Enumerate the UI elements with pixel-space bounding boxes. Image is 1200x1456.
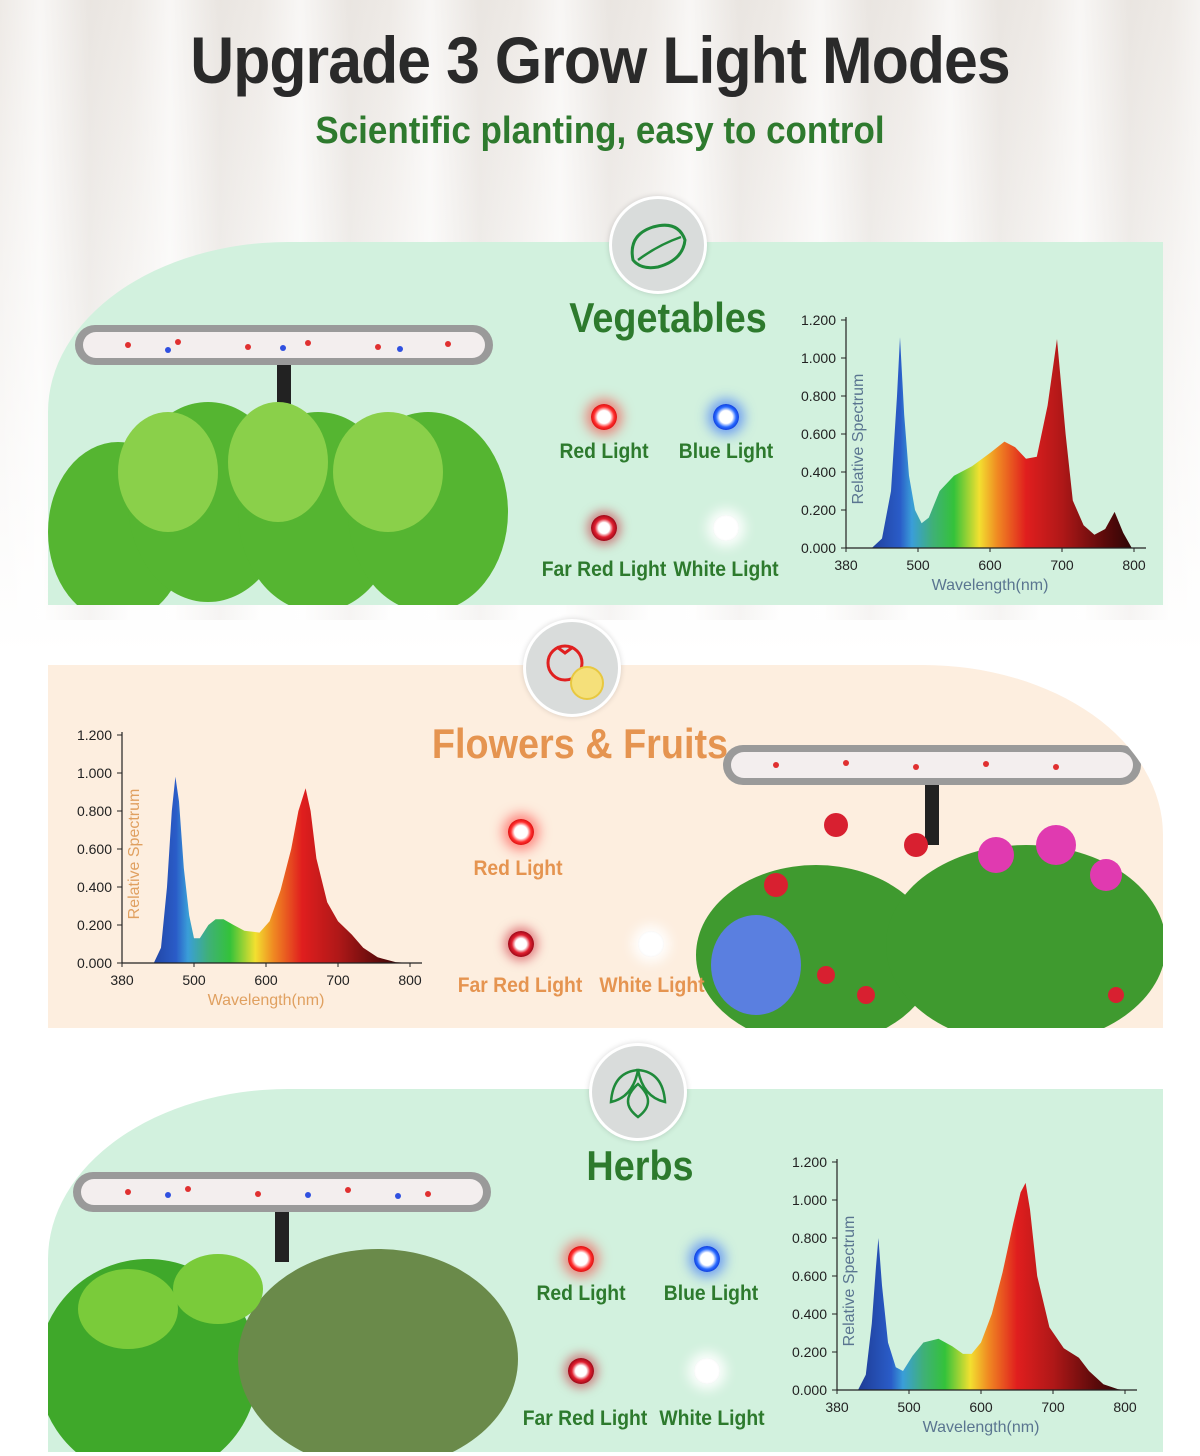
red-light-icon — [508, 819, 534, 845]
herbs-panel — [48, 1089, 1163, 1452]
x-tick-label: 380 — [825, 1399, 849, 1415]
red-light-label: Red Light — [536, 1282, 626, 1305]
x-tick-label: 600 — [254, 972, 278, 988]
y-tick-label: 0.600 — [801, 426, 836, 442]
tomato-flower-icon-badge — [523, 619, 621, 717]
y-tick-label: 1.000 — [792, 1192, 827, 1208]
x-axis-label: Wavelength(nm) — [932, 577, 1049, 594]
y-tick-label: 0.200 — [792, 1344, 827, 1360]
x-tick-label: 700 — [326, 972, 350, 988]
blue-light-icon — [694, 1246, 720, 1272]
x-tick-label: 380 — [110, 972, 134, 988]
vegetables-spectrum-chart: 0.000 0.200 0.400 0.600 0.800 1.000 1.200 380 50… — [801, 312, 1146, 594]
page-subtitle: Scientific planting, easy to control — [315, 110, 885, 152]
x-tick-label: 700 — [1041, 1399, 1065, 1415]
x-axis-label: Wavelength(nm) — [208, 992, 325, 1009]
x-tick-label: 500 — [182, 972, 206, 988]
white-light-icon — [638, 931, 664, 957]
x-tick-label: 500 — [897, 1399, 921, 1415]
far-red-light-label: Far Red Light — [541, 558, 667, 581]
x-tick-label: 600 — [978, 557, 1002, 573]
y-tick-label: 0.800 — [801, 388, 836, 404]
white-light-icon — [713, 515, 739, 541]
herbs-grow-light-image — [48, 1172, 518, 1452]
y-axis-label: Relative Spectrum — [126, 789, 143, 920]
x-tick-label: 500 — [906, 557, 930, 573]
y-tick-label: 1.200 — [792, 1154, 827, 1170]
y-axis-label: Relative Spectrum — [850, 374, 867, 505]
flowers-fruits-spectrum-chart: 0.000 0.200 0.400 0.600 0.800 1.000 1.200 380 50… — [77, 727, 422, 1009]
white-light-label: White Light — [673, 558, 779, 581]
section-title-vegetables: Vegetables — [569, 294, 767, 341]
red-light-icon — [591, 404, 617, 430]
blue-light-icon — [713, 404, 739, 430]
y-tick-label: 0.400 — [801, 464, 836, 480]
white-light-label: White Light — [599, 974, 705, 997]
x-tick-label: 380 — [834, 557, 858, 573]
x-tick-label: 700 — [1050, 557, 1074, 573]
y-tick-label: 0.600 — [77, 841, 112, 857]
section-title-herbs: Herbs — [586, 1142, 694, 1189]
y-tick-label: 0.400 — [77, 879, 112, 895]
blue-light-label: Blue Light — [663, 1282, 759, 1305]
x-tick-label: 800 — [1113, 1399, 1137, 1415]
far-red-light-label: Far Red Light — [522, 1407, 648, 1430]
y-tick-label: 1.000 — [801, 350, 836, 366]
herbs-spectrum-chart: 0.000 0.200 0.400 0.600 0.800 1.000 1.200 380 50… — [792, 1154, 1137, 1436]
flowers-grow-light-image — [696, 745, 1163, 1028]
x-tick-label: 800 — [398, 972, 422, 988]
y-tick-label: 0.800 — [792, 1230, 827, 1246]
spectrum-area — [153, 776, 411, 963]
y-tick-label: 0.400 — [792, 1306, 827, 1322]
section-title-flowers-fruits: Flowers & Fruits — [431, 720, 729, 767]
spectrum-area — [858, 1182, 1125, 1390]
y-tick-label: 1.000 — [77, 765, 112, 781]
y-tick-label: 0.000 — [77, 955, 112, 971]
blue-light-label: Blue Light — [678, 440, 774, 463]
lettuce-grow-light-image — [48, 325, 508, 605]
flowers-fruits-panel — [48, 665, 1163, 1028]
y-tick-label: 0.800 — [77, 803, 112, 819]
lettuce-icon — [630, 223, 687, 270]
far-red-light-icon — [591, 515, 617, 541]
far-red-light-icon — [508, 931, 534, 957]
y-tick-label: 0.000 — [792, 1382, 827, 1398]
x-axis-label: Wavelength(nm) — [923, 1419, 1040, 1436]
basil-icon-badge — [589, 1043, 687, 1141]
tomato-flower-icon — [546, 644, 604, 700]
white-light-icon — [694, 1358, 720, 1384]
far-red-light-label: Far Red Light — [457, 974, 583, 997]
y-tick-label: 0.200 — [77, 917, 112, 933]
far-red-light-icon — [568, 1358, 594, 1384]
y-tick-label: 0.200 — [801, 502, 836, 518]
basil-leaves-icon — [609, 1068, 667, 1119]
red-light-icon — [568, 1246, 594, 1272]
lettuce-icon-badge — [609, 196, 707, 294]
y-axis-label: Relative Spectrum — [841, 1216, 858, 1347]
page-title: Upgrade 3 Grow Light Modes — [190, 23, 1010, 97]
red-light-label: Red Light — [473, 857, 563, 880]
y-tick-label: 1.200 — [77, 727, 112, 743]
y-tick-label: 0.600 — [792, 1268, 827, 1284]
x-tick-label: 600 — [969, 1399, 993, 1415]
x-tick-label: 800 — [1122, 557, 1146, 573]
red-light-label: Red Light — [559, 440, 649, 463]
y-tick-label: 1.200 — [801, 312, 836, 328]
y-tick-label: 0.000 — [801, 540, 836, 556]
spectrum-area — [871, 337, 1132, 548]
white-light-label: White Light — [659, 1407, 765, 1430]
